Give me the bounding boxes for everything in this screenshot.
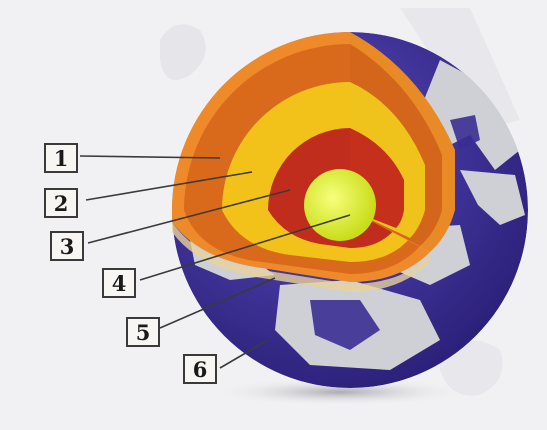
label-box-1: 1 xyxy=(44,143,78,173)
label-box-3: 3 xyxy=(50,231,84,261)
leader-lines xyxy=(79,155,351,369)
label-box-5: 5 xyxy=(126,317,160,347)
label-number-3: 3 xyxy=(59,233,75,259)
globe-shadow xyxy=(210,378,470,406)
leader-line-4 xyxy=(139,214,351,281)
leader-line-6 xyxy=(219,339,269,369)
label-number-6: 6 xyxy=(192,356,208,382)
label-box-2: 2 xyxy=(44,188,78,218)
label-number-5: 5 xyxy=(135,319,151,345)
leader-line-5 xyxy=(159,277,276,329)
label-number-2: 2 xyxy=(53,190,69,216)
leader-line-3 xyxy=(87,189,291,244)
leader-line-1 xyxy=(79,155,221,159)
watermark xyxy=(160,8,520,396)
label-number-4: 4 xyxy=(111,270,127,296)
label-box-4: 4 xyxy=(102,268,136,298)
cutaway-layers xyxy=(172,32,455,292)
leader-line-2 xyxy=(85,171,253,201)
label-box-6: 6 xyxy=(183,354,217,384)
inner-core xyxy=(304,169,376,241)
label-number-1: 1 xyxy=(53,145,69,171)
